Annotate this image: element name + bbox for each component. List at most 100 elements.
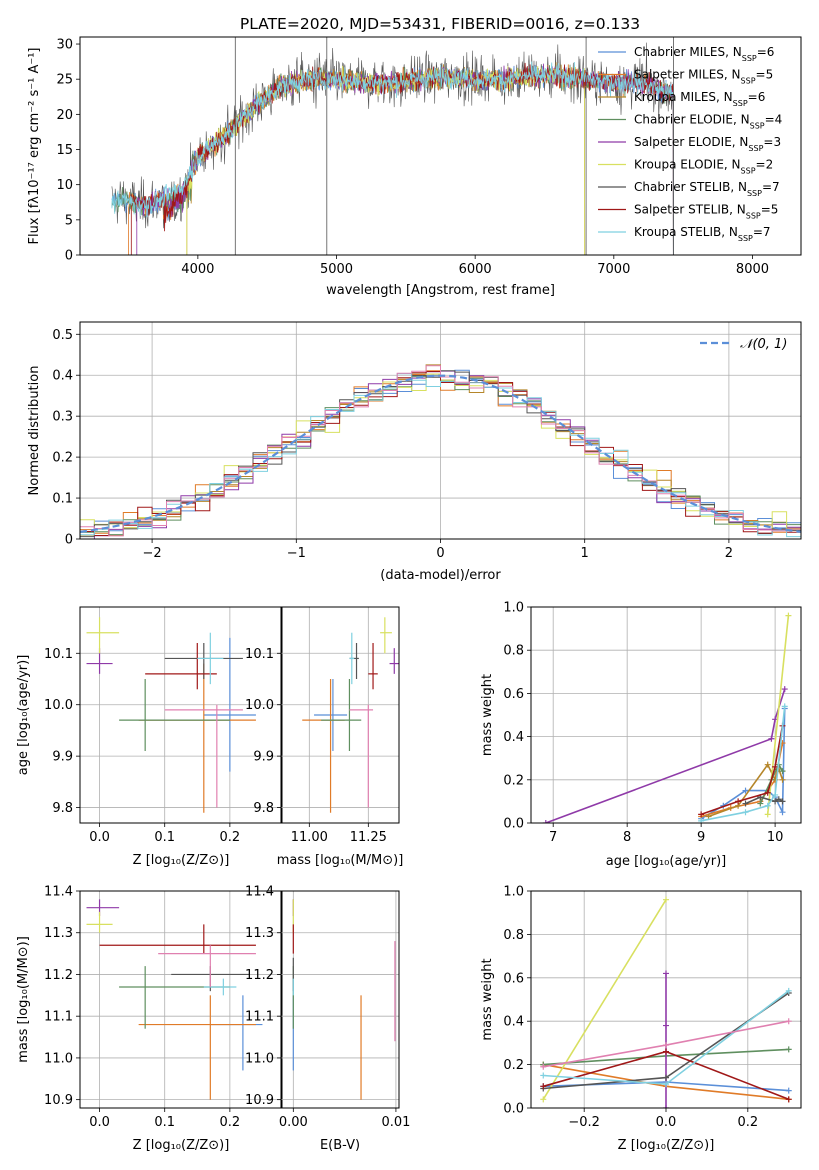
y-tick-label: 11.1 xyxy=(44,1010,73,1025)
x-tick-label: 0.0 xyxy=(89,830,110,845)
legend-label-tail: =4 xyxy=(765,113,783,127)
y-tick-label: 9.8 xyxy=(52,801,73,816)
y-tick-label: 0.4 xyxy=(503,730,524,745)
age-Z-plot: 0.0 0.1 0.2 9.8 9.9 10.0 10.1 Z [log₁₀(Z/Z⊙)] ag… xyxy=(16,606,283,868)
weight-series-group xyxy=(542,612,792,823)
weight-marker xyxy=(775,796,782,803)
y-tick-label: 10.0 xyxy=(44,698,73,713)
weight-marker xyxy=(540,1096,547,1103)
spectrum-line xyxy=(186,65,586,255)
plot-layer: 4000 5000 6000 7000 8000051015202530waveleng… xyxy=(16,36,802,1153)
legend-label: Kroupa ELODIE, NSSP=2 xyxy=(634,158,773,176)
y-tick-label: 10.9 xyxy=(44,1093,73,1108)
weight-marker xyxy=(781,686,788,693)
legend-label-tail: =2 xyxy=(756,158,774,172)
errorbar-point xyxy=(119,966,230,1029)
weight-age-plot: 7 8 9 10 0.0 0.2 0.4 0.6 0.8 1.0 age [log₁₀(age/yr… xyxy=(480,601,802,869)
y-tick-label: 0.2 xyxy=(503,1058,524,1073)
weight-marker xyxy=(698,811,705,818)
weight-series xyxy=(698,703,788,823)
y-tick-label: 10.0 xyxy=(245,698,274,713)
residuals-plot: −2 −1 0 1 2 0 0.1 0.2 0.3 0.4 0.5 (data-model)/erro… xyxy=(27,321,802,583)
weight-line xyxy=(759,762,784,804)
legend-label-main: Chabrier STELIB, N xyxy=(634,180,747,194)
x-axis-label: (data-model)/error xyxy=(380,568,501,583)
y-tick-label: 0.3 xyxy=(52,410,73,425)
weight-marker xyxy=(779,768,786,775)
y-tick-label: 10.1 xyxy=(44,647,73,662)
plot-frame xyxy=(79,321,802,540)
x-tick-label: 7000 xyxy=(597,262,630,277)
errorbar-point xyxy=(158,945,256,987)
y-axis-label: mass weight xyxy=(480,958,495,1040)
y-tick-label: 11.0 xyxy=(245,1051,274,1066)
y-axis-label: mass weight xyxy=(480,674,495,756)
y-tick-label: 11.1 xyxy=(245,1010,274,1025)
weight-series xyxy=(542,686,788,823)
x-tick-label: 8000 xyxy=(736,262,769,277)
x-axis-label: Z [log₁₀(Z/Z⊙)] xyxy=(133,853,230,868)
x-tick-label: −1 xyxy=(287,546,306,561)
legend-label-main: Salpeter ELODIE, N xyxy=(634,135,748,149)
x-axis-label: E(B-V) xyxy=(320,1138,360,1153)
errorbar-point xyxy=(138,995,256,1100)
legend-label-main: Chabrier MILES, N xyxy=(634,45,742,59)
x-axis-label: Z [log₁₀(Z/Z⊙)] xyxy=(133,1138,230,1153)
legend-label-sub: SSP xyxy=(733,99,748,108)
errorbar-point xyxy=(349,632,355,685)
x-tick-label: 1 xyxy=(581,546,589,561)
weight-marker xyxy=(779,798,786,805)
y-tick-label: 0.6 xyxy=(503,971,524,986)
plot-frame xyxy=(280,606,400,824)
y-axis-label: mass [log₁₀(M/M⊙)] xyxy=(16,936,31,1063)
legend-label-sub: SSP xyxy=(738,234,753,243)
plot-frame xyxy=(79,890,283,1109)
weight-series xyxy=(540,896,669,1103)
x-axis-label: wavelength [Angstrom, rest frame] xyxy=(326,283,555,298)
x-axis-label: age [log₁₀(age/yr)] xyxy=(606,854,727,869)
y-tick-label: 9.9 xyxy=(52,750,73,765)
y-axis-label: age [log₁₀(age/yr)] xyxy=(16,655,31,776)
weight-marker xyxy=(540,1063,547,1070)
errorbar-point xyxy=(86,899,120,917)
weight-marker xyxy=(764,761,771,768)
plot-frame xyxy=(530,890,802,1109)
y-tick-label: 0.6 xyxy=(503,687,524,702)
weight-series-group xyxy=(540,896,792,1108)
weight-marker xyxy=(764,811,771,818)
errorbar-point xyxy=(145,643,217,690)
age-mass-plot: 11.00 11.25 9.8 9.9 10.0 10.1 mass [log₁₀(M/M⊙… xyxy=(245,606,403,868)
errorbar-point xyxy=(380,617,392,654)
legend-label-main: Salpeter STELIB, N xyxy=(634,203,746,217)
weight-marker xyxy=(663,1105,669,1108)
y-tick-label: 0.8 xyxy=(503,928,524,943)
errorbar-point xyxy=(349,643,359,679)
y-tick-label: 10.1 xyxy=(245,647,274,662)
x-tick-label: 0.1 xyxy=(154,830,175,845)
legend-label-tail: =3 xyxy=(763,135,781,149)
x-tick-label: 0.0 xyxy=(89,1115,110,1130)
weight-Z-plot: −0.2 0.0 0.2 0.0 0.2 0.4 0.6 0.8 1.0 Z [log₁₀(Z/Z… xyxy=(480,885,802,1153)
y-tick-label: 0.8 xyxy=(503,644,524,659)
weight-marker xyxy=(542,820,549,823)
x-axis-label: Z [log₁₀(Z/Z⊙)] xyxy=(618,1138,715,1153)
y-tick-label: 1.0 xyxy=(503,601,524,616)
x-tick-label: 4000 xyxy=(181,262,214,277)
x-tick-label: 11.25 xyxy=(350,830,387,845)
legend-label-main: Chabrier ELODIE, N xyxy=(634,113,750,127)
legend-label-sub: SSP xyxy=(747,189,762,198)
weight-marker xyxy=(705,813,712,820)
y-tick-label: 11.4 xyxy=(44,885,73,900)
weight-marker xyxy=(663,970,669,977)
weight-marker xyxy=(663,1022,669,1029)
x-tick-label: 0.2 xyxy=(220,1115,241,1130)
weight-marker xyxy=(785,1018,792,1025)
plot-frame xyxy=(280,890,400,1109)
weight-series xyxy=(540,987,792,1088)
legend-label: Salpeter MILES, NSSP=5 xyxy=(634,68,773,86)
x-tick-label: 0.2 xyxy=(220,830,241,845)
legend-label-tail: =7 xyxy=(753,225,771,239)
x-tick-label: 0.2 xyxy=(737,1115,758,1130)
legend-label-main: Salpeter MILES, N xyxy=(634,68,741,82)
legend-label-tail: =5 xyxy=(761,203,779,217)
